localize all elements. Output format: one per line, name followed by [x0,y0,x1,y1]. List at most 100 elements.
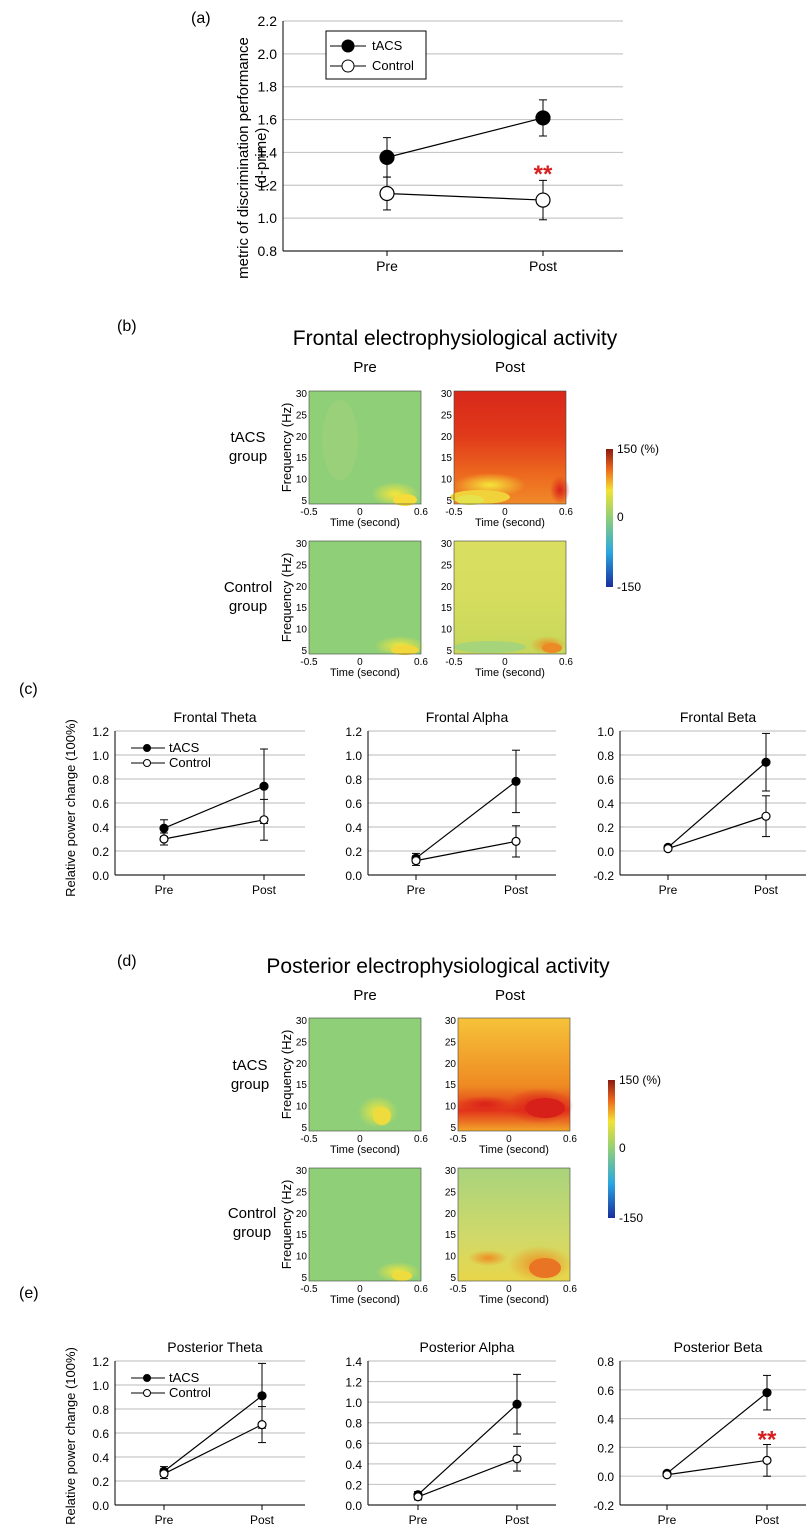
y-tick-label: 1.2 [345,1376,362,1390]
heatmap-x-tick: 0.6 [414,657,428,668]
data-point [159,823,169,833]
panel-d-heatmap-axes: 5 10 15 20 25 30 -0.5 0 0.6 Time (second) Frequenc… [279,1016,577,1306]
data-point [761,811,771,821]
series-line [163,819,265,840]
data-point [535,110,551,126]
heatmap-x-axis-title: Time (second) [330,667,400,679]
heatmap-y-tick: 30 [296,1016,308,1027]
y-tick-label: 1.0 [597,725,614,739]
heatmap-y-tick: 5 [301,1273,307,1284]
y-tick-label: 1.0 [345,749,362,763]
significance-marker: ** [534,161,553,188]
heatmap-x-axis-title: Time (second) [475,667,545,679]
chart-frontal-theta: 0.0 0.2 0.4 0.6 0.8 1.0 1.2 Pre Post Frontal Thet… [92,709,305,897]
heatmap-frame [308,540,422,655]
heatmap-frontal-control-post [454,541,566,654]
y-tick-label: 0.8 [345,1417,362,1431]
heatmap-x-tick: 0 [357,1134,363,1145]
x-tick-label: Pre [659,883,678,897]
legend-marker [143,1389,151,1397]
series-line [163,1424,263,1475]
y-tick-label: 1.2 [92,1355,109,1369]
heatmap-x-tick: 0 [502,507,508,518]
series-line [415,780,517,859]
y-tick-label: 1.0 [258,210,278,226]
heatmap-y-tick: 10 [296,475,308,486]
y-tick-label: 0.6 [597,773,614,787]
heatmap-frontal-tacs-post [450,391,570,505]
heatmap-y-tick: 10 [296,625,308,636]
heatmap-posterior-control-post [458,1168,572,1282]
data-point [413,1492,423,1502]
heatmap-frame [453,390,567,505]
heatmap-y-tick: 15 [296,1080,308,1091]
panel-b-colorbar-mid: 0 [617,510,624,524]
legend-marker [143,1374,151,1382]
heatmap-posterior-control-pre [309,1168,421,1282]
legend-box [325,30,427,80]
y-tick-label: 0.2 [345,1478,362,1492]
data-point [411,855,421,866]
data-point [512,1399,522,1409]
heatmap-y-tick: 25 [296,410,308,421]
heatmap-frontal-tacs-pre [309,391,421,506]
panel-d-col-pre: Pre [353,987,376,1004]
x-tick-label: Pre [155,1513,174,1527]
heatmap-y-tick: 20 [296,582,308,593]
heatmap-y-tick: 15 [296,1230,308,1241]
y-tick-label: 0.0 [597,845,614,859]
data-point [511,776,521,787]
heatmap-y-tick: 20 [296,432,308,443]
heatmap-x-tick: 0.6 [559,507,573,518]
data-point [159,1469,169,1479]
heatmap-x-tick: 0.6 [414,1284,428,1295]
x-tick-label: Post [755,1513,780,1527]
y-tick-label: 0.8 [597,749,614,763]
heatmap-y-axis-title: Frequency (Hz) [279,403,294,493]
y-tick-label: 0.0 [345,869,362,883]
heatmap-x-tick: -0.5 [300,1284,318,1295]
y-tick-label: 1.2 [258,177,278,193]
heatmap-frame [457,1017,571,1132]
heatmap-x-tick: 0 [506,1134,512,1145]
x-tick-label: Post [250,1513,275,1527]
heatmap-x-tick: 0.6 [563,1134,577,1145]
chart-a-dprime: 0.8 1.0 1.2 1.4 1.6 1.8 2.0 2.2 Pre Post tACS Contr… [258,13,623,274]
heatmap-x-tick: -0.5 [449,1284,467,1295]
y-tick-label: 1.6 [258,112,278,128]
y-tick-label: -0.2 [593,869,614,883]
heatmap-x-tick: 0.6 [414,507,428,518]
heatmap-x-axis-title: Time (second) [330,517,400,529]
panel-d-title: Posterior electrophysiological activity [266,955,610,978]
data-point [761,757,771,767]
data-point [259,815,269,825]
heatmap-y-axis-title: Frequency (Hz) [279,553,294,643]
panel-b-row-tacs-2: group [229,448,267,465]
x-tick-label: Pre [658,1513,677,1527]
heatmap-x-axis-title: Time (second) [330,1144,400,1156]
panel-b-title: Frontal electrophysiological activity [293,327,618,350]
heatmap-y-tick: 5 [446,496,452,507]
y-tick-label: 1.4 [258,144,278,160]
y-tick-label: 0.8 [345,773,362,787]
y-tick-label: 1.8 [258,79,278,95]
heatmap-x-axis-title: Time (second) [479,1294,549,1306]
heatmap-y-tick: 15 [445,1080,457,1091]
panel-d-row-control-2: group [233,1224,271,1241]
heatmap-x-tick: -0.5 [300,1134,318,1145]
heatmap-x-axis-title: Time (second) [475,517,545,529]
panel-d-colorbar-min: -150 [619,1211,643,1225]
data-point [379,149,395,165]
legend-label: Control [372,58,414,73]
heatmap-x-tick: 0 [506,1284,512,1295]
y-tick-label: 1.2 [345,725,362,739]
panel-b-row-tacs: tACS [230,429,265,446]
y-tick-label: 1.4 [345,1355,362,1369]
heatmap-y-tick: 30 [296,389,308,400]
panel-d-colorbar: 150 (%) 0 -150 [608,1073,661,1225]
heatmap-x-tick: 0 [357,657,363,668]
data-point [159,834,169,844]
data-point [512,1454,522,1464]
heatmap-y-tick: 15 [296,603,308,614]
